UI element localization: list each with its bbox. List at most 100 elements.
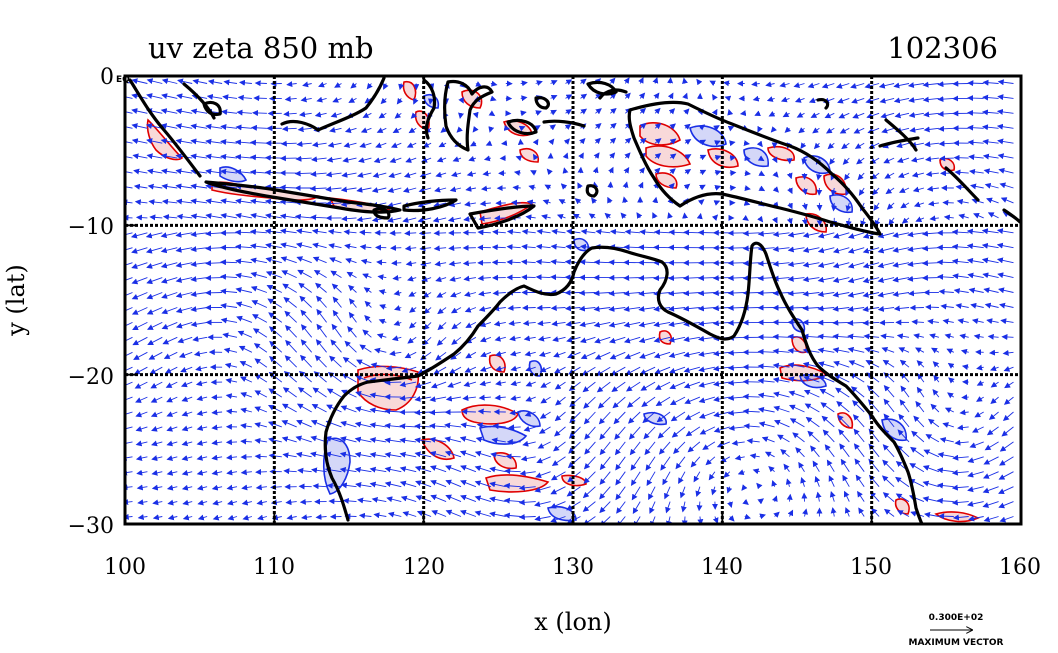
wind-vector <box>630 456 641 471</box>
wind-vector <box>630 471 641 487</box>
wind-vector <box>937 452 954 458</box>
wind-vector <box>784 126 792 133</box>
wind-vector <box>316 323 327 338</box>
x-tick-label: 150 <box>850 555 892 580</box>
wind-vector <box>436 336 447 346</box>
wind-vector <box>190 261 208 268</box>
wind-vector <box>788 404 805 413</box>
wind-vector <box>376 259 387 266</box>
wind-vector <box>415 480 432 488</box>
wind-vector <box>283 468 297 475</box>
wind-vector <box>197 499 208 506</box>
wind-vector <box>364 300 372 308</box>
wind-vector <box>936 482 954 489</box>
wind-vector <box>999 441 1014 452</box>
wind-vector <box>175 183 193 190</box>
wind-vector <box>744 155 751 162</box>
wind-vector <box>160 247 178 254</box>
wind-vector <box>284 96 297 102</box>
wind-vector <box>713 125 720 131</box>
wind-vector <box>726 486 733 494</box>
wind-vector <box>468 155 477 162</box>
wind-vector <box>727 394 745 401</box>
wind-vector <box>892 246 910 253</box>
wind-vector <box>212 499 223 506</box>
wind-vector <box>220 259 238 266</box>
vorticity-positive-contour <box>805 212 828 233</box>
wind-vector <box>684 168 692 175</box>
wind-vector <box>525 381 536 387</box>
wind-vector <box>362 112 372 118</box>
wind-vector <box>190 153 208 160</box>
wind-vector <box>678 471 686 484</box>
wind-vector <box>240 469 252 476</box>
coastline <box>816 98 830 110</box>
wind-vector <box>406 142 417 148</box>
wind-vector <box>450 307 462 314</box>
wind-vector <box>654 123 662 130</box>
wind-vector <box>807 430 820 443</box>
wind-vector <box>211 409 223 416</box>
wind-vector <box>952 273 969 280</box>
wind-vector <box>151 440 163 447</box>
wind-vector <box>190 276 208 283</box>
wind-vector <box>550 486 566 495</box>
wind-vector <box>286 81 297 88</box>
wind-vector <box>477 275 491 282</box>
wind-vector <box>435 171 447 178</box>
wind-vector <box>847 333 865 340</box>
wind-vector <box>148 351 163 360</box>
wind-vector <box>445 465 462 473</box>
coastline <box>506 118 538 136</box>
wind-vector <box>583 396 596 409</box>
wind-vector <box>699 154 707 161</box>
wind-vector <box>405 260 417 267</box>
wind-vector <box>727 364 745 371</box>
wind-vector <box>727 275 745 282</box>
wind-vector <box>181 396 193 402</box>
wind-vector <box>615 456 626 471</box>
wind-vector <box>340 436 357 443</box>
wind-vector <box>392 275 402 281</box>
wind-vector <box>675 456 686 470</box>
wind-vector <box>915 216 925 222</box>
wind-vector <box>560 183 568 190</box>
wind-vector <box>488 126 495 133</box>
wind-vector <box>556 214 566 220</box>
plot-area <box>125 76 1021 524</box>
wind-vector <box>893 82 910 89</box>
wind-vector <box>714 169 722 176</box>
wind-vector <box>490 80 498 87</box>
wind-vector <box>727 379 745 386</box>
wind-vector <box>162 336 178 345</box>
wind-vector <box>842 474 850 487</box>
wind-vector <box>858 187 865 196</box>
wind-vector <box>623 306 641 312</box>
wind-vector <box>300 354 313 368</box>
wind-vector <box>742 393 760 400</box>
wind-vector <box>770 126 777 133</box>
wind-vector <box>297 269 312 278</box>
wind-vector <box>683 183 691 190</box>
wind-vector <box>683 290 700 297</box>
wind-vector <box>125 96 133 99</box>
wind-vector <box>608 305 626 312</box>
wind-vector <box>568 381 581 392</box>
wind-vector <box>711 108 718 116</box>
wind-vector <box>817 361 835 368</box>
wind-vector <box>938 513 954 520</box>
y-tick-label: −10 <box>68 215 114 240</box>
wind-vector <box>880 333 895 340</box>
wind-vector <box>898 187 910 193</box>
wind-vector <box>742 214 749 221</box>
reference-vector-legend: 0.300E+02 MAXIMUM VECTOR <box>908 613 1003 648</box>
wind-vector <box>758 421 775 428</box>
wind-vector <box>311 467 327 474</box>
wind-vector <box>990 381 999 388</box>
wind-vector <box>134 381 148 389</box>
wind-vector <box>423 322 432 331</box>
wind-vector <box>583 411 596 425</box>
wind-vector <box>702 441 716 450</box>
wind-vector <box>794 97 805 103</box>
wind-vector <box>494 335 506 342</box>
